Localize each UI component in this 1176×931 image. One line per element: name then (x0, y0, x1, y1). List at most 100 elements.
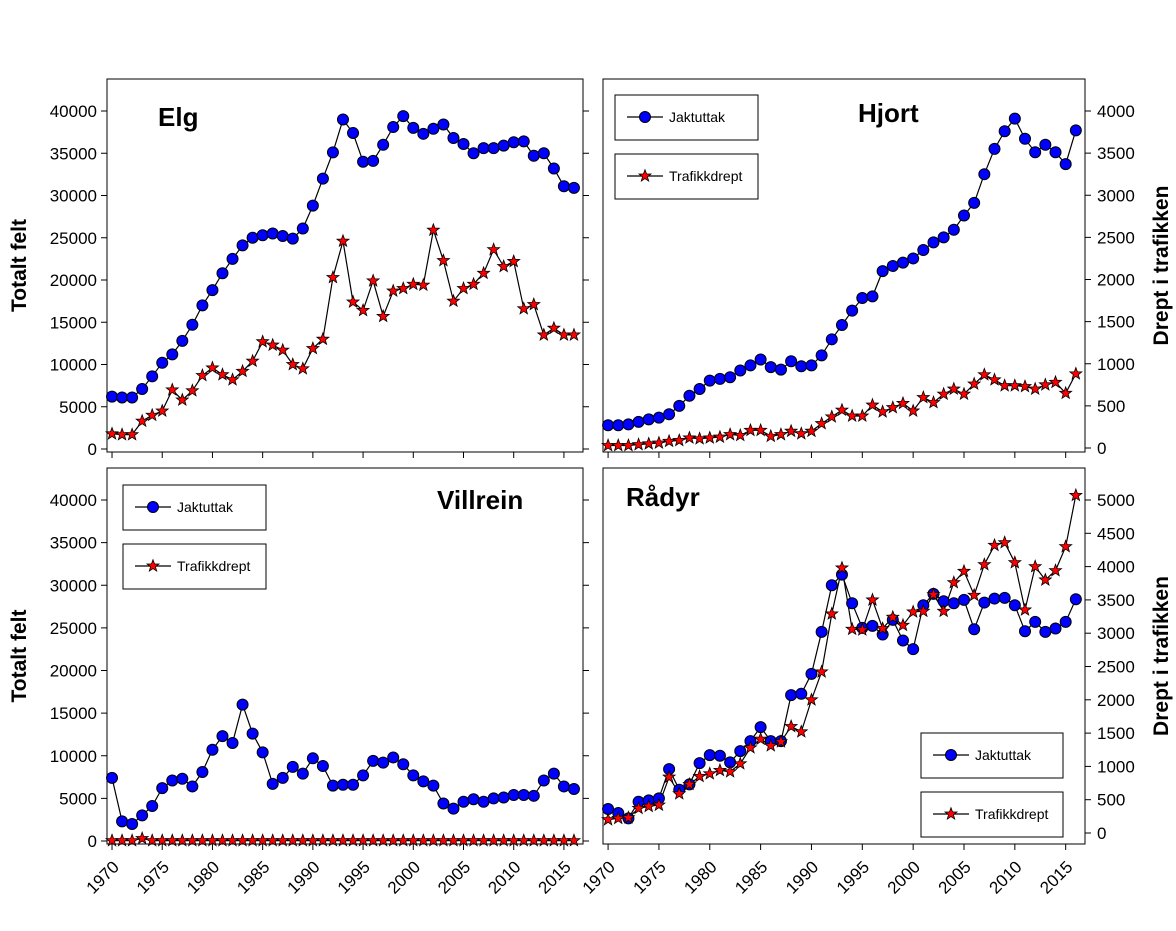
point-circle (266, 777, 279, 790)
point-star (672, 786, 687, 800)
point-star (325, 270, 341, 284)
point-circle (978, 168, 991, 181)
x-tick-label: 2010 (985, 857, 1025, 897)
point-star (436, 253, 451, 267)
point-circle (226, 736, 239, 749)
point-star (135, 830, 150, 845)
point-star (682, 430, 697, 444)
point-star (672, 432, 687, 447)
x-tick-label: 1985 (233, 857, 273, 897)
point-star (621, 438, 636, 452)
point-circle (998, 591, 1011, 604)
point-circle (846, 304, 859, 317)
point-circle (602, 419, 615, 432)
point-star (416, 277, 431, 292)
point-circle (457, 137, 470, 150)
point-circle (557, 180, 570, 193)
point-star (600, 437, 616, 452)
legend-label: Jaktuttak (177, 499, 234, 515)
legend-circle-icon (945, 749, 957, 761)
point-star (376, 308, 391, 323)
point-star (875, 404, 890, 418)
y-tick-label: 0 (88, 832, 97, 851)
point-circle (126, 391, 139, 404)
point-circle (166, 348, 179, 361)
point-circle (497, 791, 510, 804)
point-star (1017, 379, 1033, 393)
point-circle (336, 113, 349, 126)
point-star (794, 426, 809, 440)
series-line (111, 229, 574, 436)
point-star (926, 587, 941, 601)
point-circle (106, 390, 119, 403)
point-circle (387, 751, 400, 764)
point-circle (754, 353, 767, 366)
x-tick-label: 2000 (384, 857, 424, 897)
series-markers (106, 110, 580, 404)
point-star (967, 376, 982, 391)
point-star (804, 423, 819, 438)
point-star (631, 800, 646, 815)
point-circle (126, 817, 139, 830)
point-circle (377, 756, 390, 769)
point-star (804, 692, 819, 706)
point-circle (622, 418, 635, 431)
y-tick-label: 10000 (50, 747, 97, 766)
legend-star-icon (145, 558, 161, 573)
point-circle (988, 142, 1001, 155)
legend-star-icon (637, 168, 653, 183)
point-star (661, 433, 677, 448)
y-axis-label: Totalt felt (8, 610, 31, 703)
y-tick-label: 4500 (1097, 524, 1135, 543)
point-star (406, 276, 421, 291)
point-star (814, 664, 829, 678)
point-circle (846, 597, 859, 610)
point-circle (397, 110, 410, 123)
legend-label: Jaktuttak (669, 109, 726, 125)
y-tick-label: 20000 (50, 662, 97, 681)
point-star (784, 423, 799, 438)
x-tick-label: 1985 (731, 857, 771, 897)
point-circle (347, 126, 360, 139)
point-circle (256, 229, 269, 242)
point-star (305, 340, 320, 355)
point-circle (306, 199, 319, 212)
y-tick-label: 2500 (1097, 228, 1135, 247)
point-circle (437, 797, 450, 810)
point-star (124, 833, 140, 847)
point-circle (896, 634, 909, 647)
point-circle (917, 244, 930, 257)
point-star (145, 407, 160, 422)
panel-title: Hjort (858, 98, 919, 128)
series-line (111, 115, 575, 399)
point-circle (186, 318, 199, 331)
point-circle (567, 181, 580, 194)
point-circle (547, 767, 560, 780)
point-star (641, 798, 656, 813)
series-markers (104, 830, 582, 847)
point-circle (487, 142, 500, 155)
y-tick-label: 25000 (50, 229, 97, 248)
y-tick-label: 15000 (50, 704, 97, 723)
point-star (466, 276, 481, 291)
y-tick-label: 25000 (50, 619, 97, 638)
point-star (114, 427, 130, 441)
point-star (845, 621, 860, 636)
y-tick-label: 0 (1097, 824, 1106, 843)
point-circle (968, 196, 981, 209)
x-tick-label: 2015 (535, 857, 575, 897)
y-tick-label: 2000 (1097, 691, 1135, 710)
point-circle (856, 292, 869, 305)
y-tick-label: 1000 (1097, 757, 1135, 776)
y-tick-label: 0 (88, 440, 97, 459)
point-circle (978, 596, 991, 609)
point-star (631, 437, 646, 451)
point-circle (286, 232, 299, 245)
y-tick-label: 0 (1097, 439, 1106, 458)
legend-circle-icon (147, 501, 159, 513)
point-circle (1049, 146, 1062, 159)
point-star (366, 273, 381, 287)
y-tick-label: 5000 (59, 789, 97, 808)
y-tick-label: 1500 (1097, 313, 1135, 332)
point-circle (296, 222, 309, 235)
